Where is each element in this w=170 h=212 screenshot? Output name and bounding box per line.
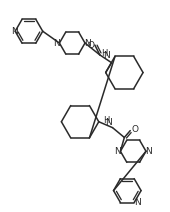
Text: N: N	[103, 51, 110, 60]
Text: H: H	[104, 116, 110, 125]
Text: N: N	[85, 39, 91, 47]
Text: N: N	[11, 27, 18, 36]
Text: N: N	[105, 118, 112, 127]
Text: O: O	[87, 42, 94, 50]
Text: N: N	[53, 39, 60, 47]
Text: N: N	[134, 198, 141, 207]
Text: N: N	[146, 147, 152, 156]
Text: N: N	[114, 147, 121, 156]
Text: O: O	[132, 125, 139, 134]
Text: H: H	[101, 49, 108, 58]
